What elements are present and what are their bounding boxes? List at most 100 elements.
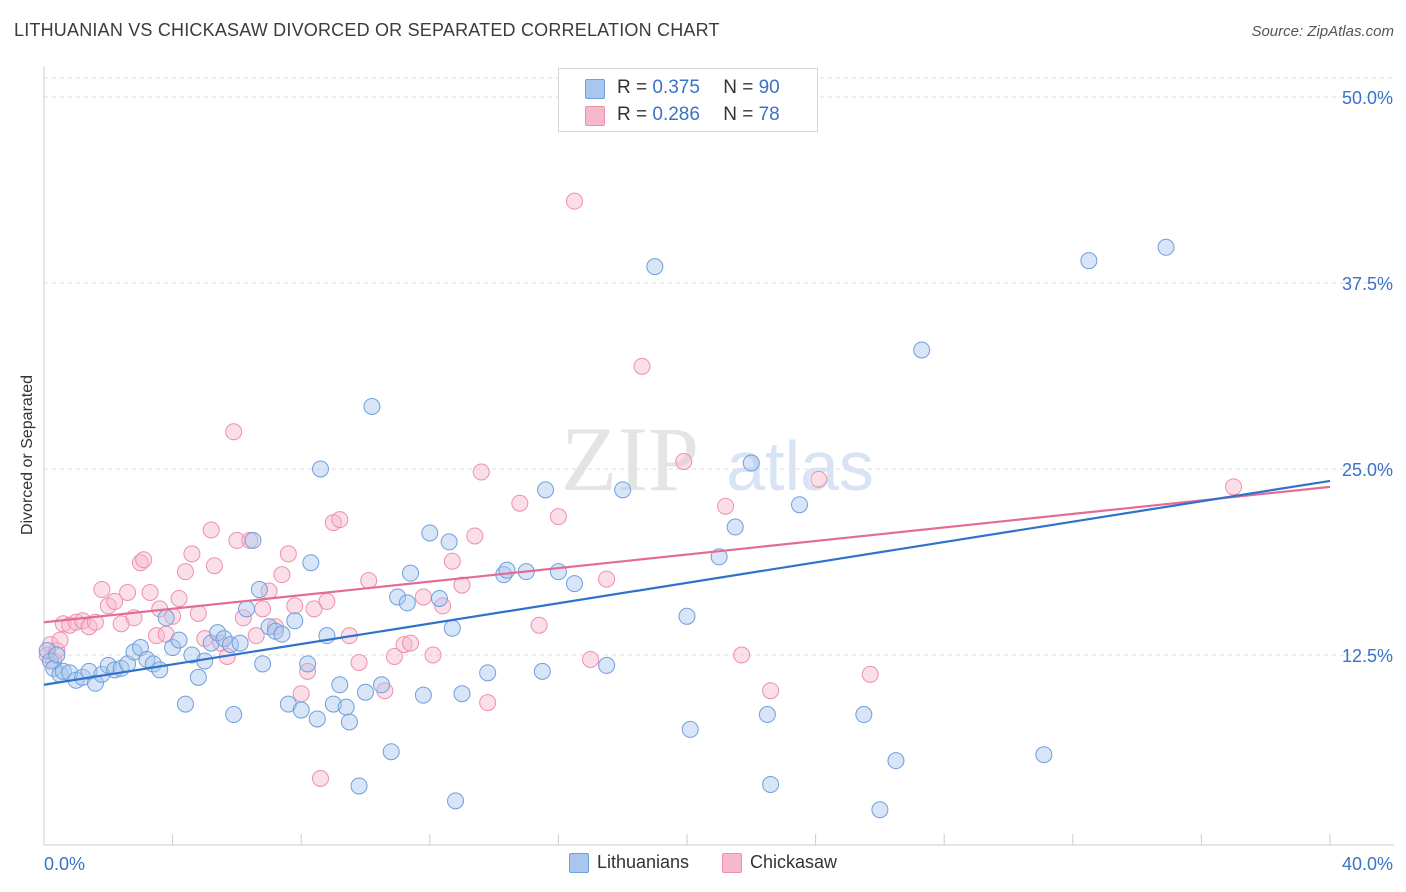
- data-point: [299, 662, 317, 680]
- data-point: [565, 192, 583, 210]
- data-point: [710, 548, 728, 566]
- trend-line-lithuanians: [43, 479, 1331, 686]
- data-point: [681, 720, 699, 738]
- data-point: [106, 592, 124, 610]
- legend-box: R = 0.375 N = 90 R = 0.286 N = 78: [558, 68, 818, 132]
- data-point: [357, 683, 374, 701]
- data-point: [176, 695, 194, 713]
- data-point: [225, 423, 243, 441]
- data-point: [363, 398, 381, 416]
- data-point: [565, 575, 583, 593]
- data-point: [244, 531, 262, 549]
- bottom-legend-label-lithuanians: Lithuanians: [596, 852, 690, 872]
- data-point: [189, 604, 207, 622]
- data-point: [51, 631, 69, 649]
- data-point: [440, 533, 458, 551]
- gridlines: [44, 77, 1394, 656]
- data-point: [311, 770, 329, 788]
- data-point: [855, 706, 873, 724]
- bottom-legend-lithuanians: Lithuanians: [568, 852, 690, 873]
- data-point: [273, 566, 291, 584]
- legend-n-value: 90: [758, 77, 780, 98]
- data-point: [205, 557, 223, 575]
- data-point: [38, 642, 56, 660]
- data-point: [533, 662, 551, 680]
- data-point: [279, 545, 297, 563]
- data-point: [791, 496, 809, 514]
- data-point: [131, 554, 149, 572]
- legend-n-label: N =: [723, 104, 754, 125]
- data-point: [311, 460, 329, 478]
- data-point: [340, 713, 358, 731]
- data-point: [308, 710, 326, 728]
- data-point: [176, 563, 194, 581]
- data-point: [170, 631, 188, 649]
- x-tick-label: 0.0%: [44, 854, 85, 874]
- data-point: [202, 521, 220, 539]
- data-point: [254, 655, 272, 673]
- data-point: [466, 527, 484, 545]
- data-point: [337, 698, 355, 716]
- watermark: ZIP atlas: [561, 408, 874, 510]
- data-point: [302, 554, 320, 572]
- data-point: [318, 592, 336, 610]
- data-point: [726, 518, 744, 536]
- data-point: [54, 662, 72, 680]
- axes: [43, 66, 1394, 846]
- data-point: [373, 676, 391, 694]
- data-point: [887, 752, 905, 770]
- data-point: [350, 777, 368, 795]
- legend-r-value: 0.286: [652, 104, 700, 125]
- data-point: [447, 792, 465, 810]
- y-tick-label: 25.0%: [1342, 460, 1393, 480]
- data-point: [189, 668, 207, 686]
- data-point: [402, 564, 420, 582]
- data-point: [549, 508, 567, 526]
- data-point: [286, 597, 304, 615]
- data-point: [430, 589, 448, 607]
- data-point: [758, 706, 776, 724]
- data-point: [238, 600, 256, 618]
- data-point: [733, 646, 751, 664]
- data-point: [324, 695, 342, 713]
- data-point: [598, 656, 616, 674]
- data-point: [202, 634, 220, 652]
- data-point: [675, 453, 693, 471]
- data-point: [299, 655, 317, 673]
- y-tick-label: 37.5%: [1342, 274, 1393, 294]
- data-point: [93, 581, 111, 599]
- legend-r-label: R =: [617, 77, 648, 98]
- data-point: [157, 609, 175, 627]
- data-point: [331, 511, 349, 529]
- data-point: [453, 685, 471, 703]
- data-point: [398, 594, 416, 612]
- data-point: [215, 630, 233, 648]
- data-point: [395, 636, 413, 654]
- data-point: [871, 801, 889, 819]
- data-point: [305, 600, 323, 618]
- data-point: [48, 642, 66, 660]
- data-point: [472, 463, 490, 481]
- tick-labels: 12.5% 25.0% 37.5% 50.0% 0.0% 40.0%: [44, 88, 1393, 874]
- legend-n-value: 78: [758, 104, 780, 125]
- data-point: [443, 552, 461, 570]
- data-point: [231, 634, 249, 652]
- legend-r-label: R =: [617, 104, 648, 125]
- legend-row-lithuanians: R = 0.375 N = 90: [585, 77, 780, 99]
- data-point: [402, 634, 420, 652]
- data-point: [234, 609, 252, 627]
- bottom-legend-swatch-pink: [722, 852, 743, 873]
- data-point: [350, 653, 368, 671]
- data-point: [646, 258, 664, 276]
- data-point: [678, 607, 696, 625]
- data-point: [582, 650, 600, 668]
- data-point: [537, 481, 555, 499]
- data-point: [549, 563, 567, 581]
- data-point: [389, 588, 407, 606]
- data-point: [479, 664, 497, 682]
- data-point: [717, 497, 735, 515]
- data-point: [498, 561, 516, 579]
- data-point: [135, 551, 153, 569]
- bottom-legend-swatch-blue: [568, 852, 589, 873]
